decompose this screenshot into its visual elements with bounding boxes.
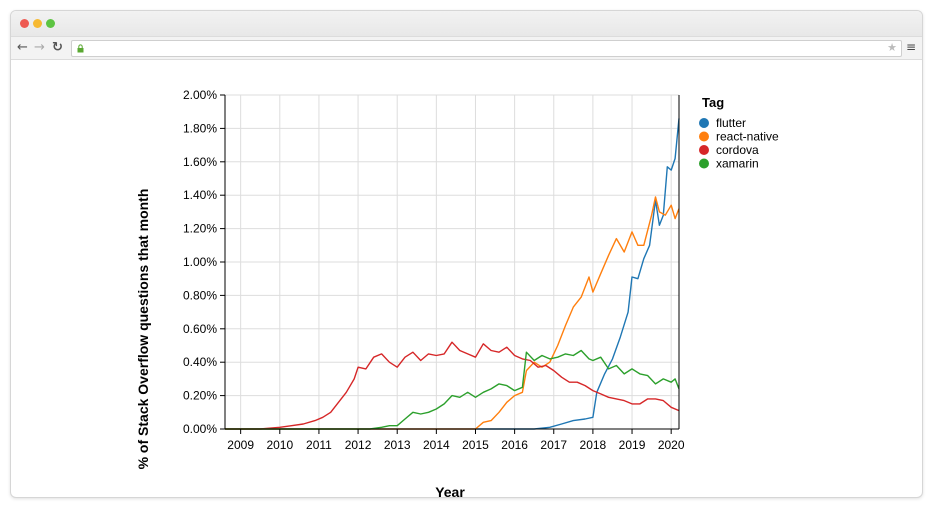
- series-line-flutter: [225, 118, 680, 430]
- y-tick-label: 0.20%: [183, 389, 217, 403]
- minimize-window-button[interactable]: [33, 19, 42, 28]
- address-bar[interactable]: ★: [71, 40, 902, 57]
- x-tick-label: 2019: [619, 438, 646, 452]
- grid-lines: [225, 94, 679, 430]
- y-tick-label: 1.00%: [183, 255, 217, 269]
- y-tick-label: 1.60%: [183, 155, 217, 169]
- axes: 0.00% 0.20% 0.40% 0.60% 0.80% 1.00% 1.20% 1.40%…: [183, 88, 685, 452]
- x-tick-label: 2013: [384, 438, 411, 452]
- x-axis-label: Year: [435, 484, 465, 497]
- star-icon[interactable]: ★: [887, 41, 897, 54]
- x-tick-label: 2016: [501, 438, 528, 452]
- x-tick-label: 2010: [266, 438, 293, 452]
- lock-icon: [77, 44, 84, 53]
- browser-window: ← → ↻ ★ ≡ 0.00% 0.20% 0.40% 0.60% 0.80% 1.00%…: [10, 10, 923, 498]
- x-tick-label: 2011: [306, 438, 332, 452]
- y-tick-label: 0.60%: [183, 322, 217, 336]
- x-tick-label: 2015: [462, 438, 489, 452]
- legend-label-cordova: cordova: [716, 143, 759, 157]
- y-tick-label: 0.40%: [183, 355, 217, 369]
- x-tick-label: 2017: [540, 438, 567, 452]
- x-tick-label: 2012: [345, 438, 372, 452]
- series-line-xamarin: [225, 349, 680, 430]
- arrow-right-icon[interactable]: →: [34, 40, 45, 55]
- line-chart: 0.00% 0.20% 0.40% 0.60% 0.80% 1.00% 1.20% 1.40%…: [135, 88, 779, 497]
- reload-icon[interactable]: ↻: [52, 40, 63, 55]
- page-content: 0.00% 0.20% 0.40% 0.60% 0.80% 1.00% 1.20% 1.40%…: [11, 59, 922, 497]
- y-tick-label: 0.00%: [183, 422, 217, 436]
- x-tick-label: 2020: [658, 438, 685, 452]
- legend-marker-xamarin: [699, 158, 709, 169]
- y-tick-label: 1.80%: [183, 121, 217, 135]
- x-tick-label: 2009: [227, 438, 254, 452]
- plot-area: [225, 118, 680, 430]
- legend-label-react-native: react-native: [716, 130, 779, 144]
- close-window-button[interactable]: [20, 19, 29, 28]
- y-tick-label: 2.00%: [183, 88, 217, 102]
- y-tick-label: 1.40%: [183, 188, 217, 202]
- legend-marker-cordova: [699, 145, 709, 155]
- hamburger-menu-icon[interactable]: ≡: [906, 40, 917, 54]
- series-line-react-native: [225, 196, 680, 430]
- legend-marker-flutter: [699, 118, 709, 128]
- arrow-left-icon[interactable]: ←: [17, 40, 28, 55]
- legend-title: Tag: [702, 95, 724, 110]
- x-tick-label: 2014: [423, 438, 450, 452]
- y-axis-label: % of Stack Overflow questions that month: [135, 189, 151, 470]
- y-tick-label: 0.80%: [183, 288, 217, 302]
- y-tick-label: 1.20%: [183, 222, 217, 236]
- legend-label-flutter: flutter: [716, 116, 746, 130]
- x-tick-label: 2018: [580, 438, 607, 452]
- legend-label-xamarin: xamarin: [716, 157, 759, 171]
- zoom-window-button[interactable]: [46, 19, 55, 28]
- series-line-cordova: [225, 341, 680, 430]
- legend-marker-react-native: [699, 131, 709, 142]
- title-bar: [11, 11, 922, 37]
- browser-toolbar: ← → ↻ ★ ≡: [11, 37, 922, 60]
